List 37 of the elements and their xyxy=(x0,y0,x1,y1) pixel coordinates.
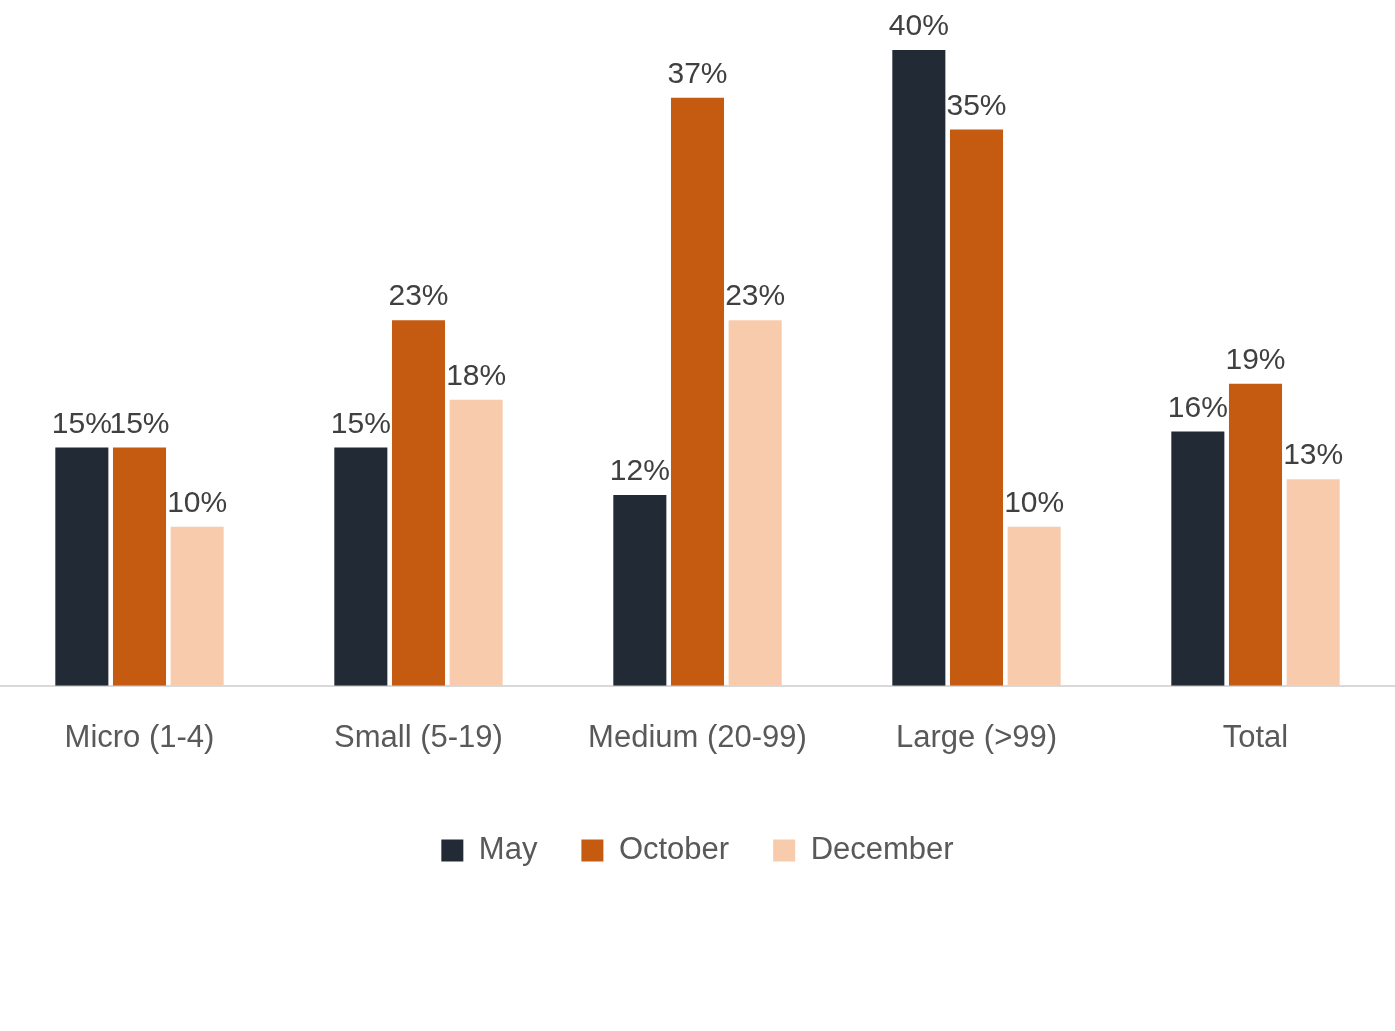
legend-label: October xyxy=(618,831,730,867)
bar xyxy=(892,50,946,686)
bar xyxy=(391,320,446,686)
x-tick-label: Medium (20-99) xyxy=(588,718,807,754)
bar xyxy=(613,495,667,686)
bar xyxy=(112,447,167,686)
bar xyxy=(1171,431,1225,686)
bar xyxy=(449,399,503,686)
x-tick-label: Micro (1-4) xyxy=(64,718,215,754)
bar xyxy=(170,526,224,686)
bar xyxy=(55,447,109,686)
x-tick-label: Large (>99) xyxy=(895,718,1058,754)
data-label: 23% xyxy=(725,278,786,312)
legend-label: December xyxy=(810,831,954,867)
x-tick-label: Small (5-19) xyxy=(334,718,503,754)
x-tick-label: Total xyxy=(1222,718,1289,754)
data-label: 12% xyxy=(609,453,670,487)
data-label: 23% xyxy=(388,278,449,312)
data-label: 16% xyxy=(1167,389,1228,423)
data-label: 13% xyxy=(1283,437,1344,471)
data-label: 37% xyxy=(667,55,728,89)
data-label: 18% xyxy=(446,357,507,391)
data-label: 10% xyxy=(1004,485,1065,519)
data-label: 10% xyxy=(167,485,228,519)
bar xyxy=(1228,383,1283,686)
bar xyxy=(334,447,388,686)
data-label: 19% xyxy=(1225,342,1286,376)
bar xyxy=(670,97,725,686)
data-label: 15% xyxy=(330,405,391,439)
legend-label: May xyxy=(478,831,538,867)
data-label: 15% xyxy=(51,405,112,439)
bar xyxy=(1286,479,1340,686)
bar xyxy=(728,320,782,686)
bar xyxy=(1007,526,1061,686)
bar xyxy=(949,129,1004,686)
data-label: 40% xyxy=(888,8,949,42)
data-label: 35% xyxy=(946,87,1007,121)
